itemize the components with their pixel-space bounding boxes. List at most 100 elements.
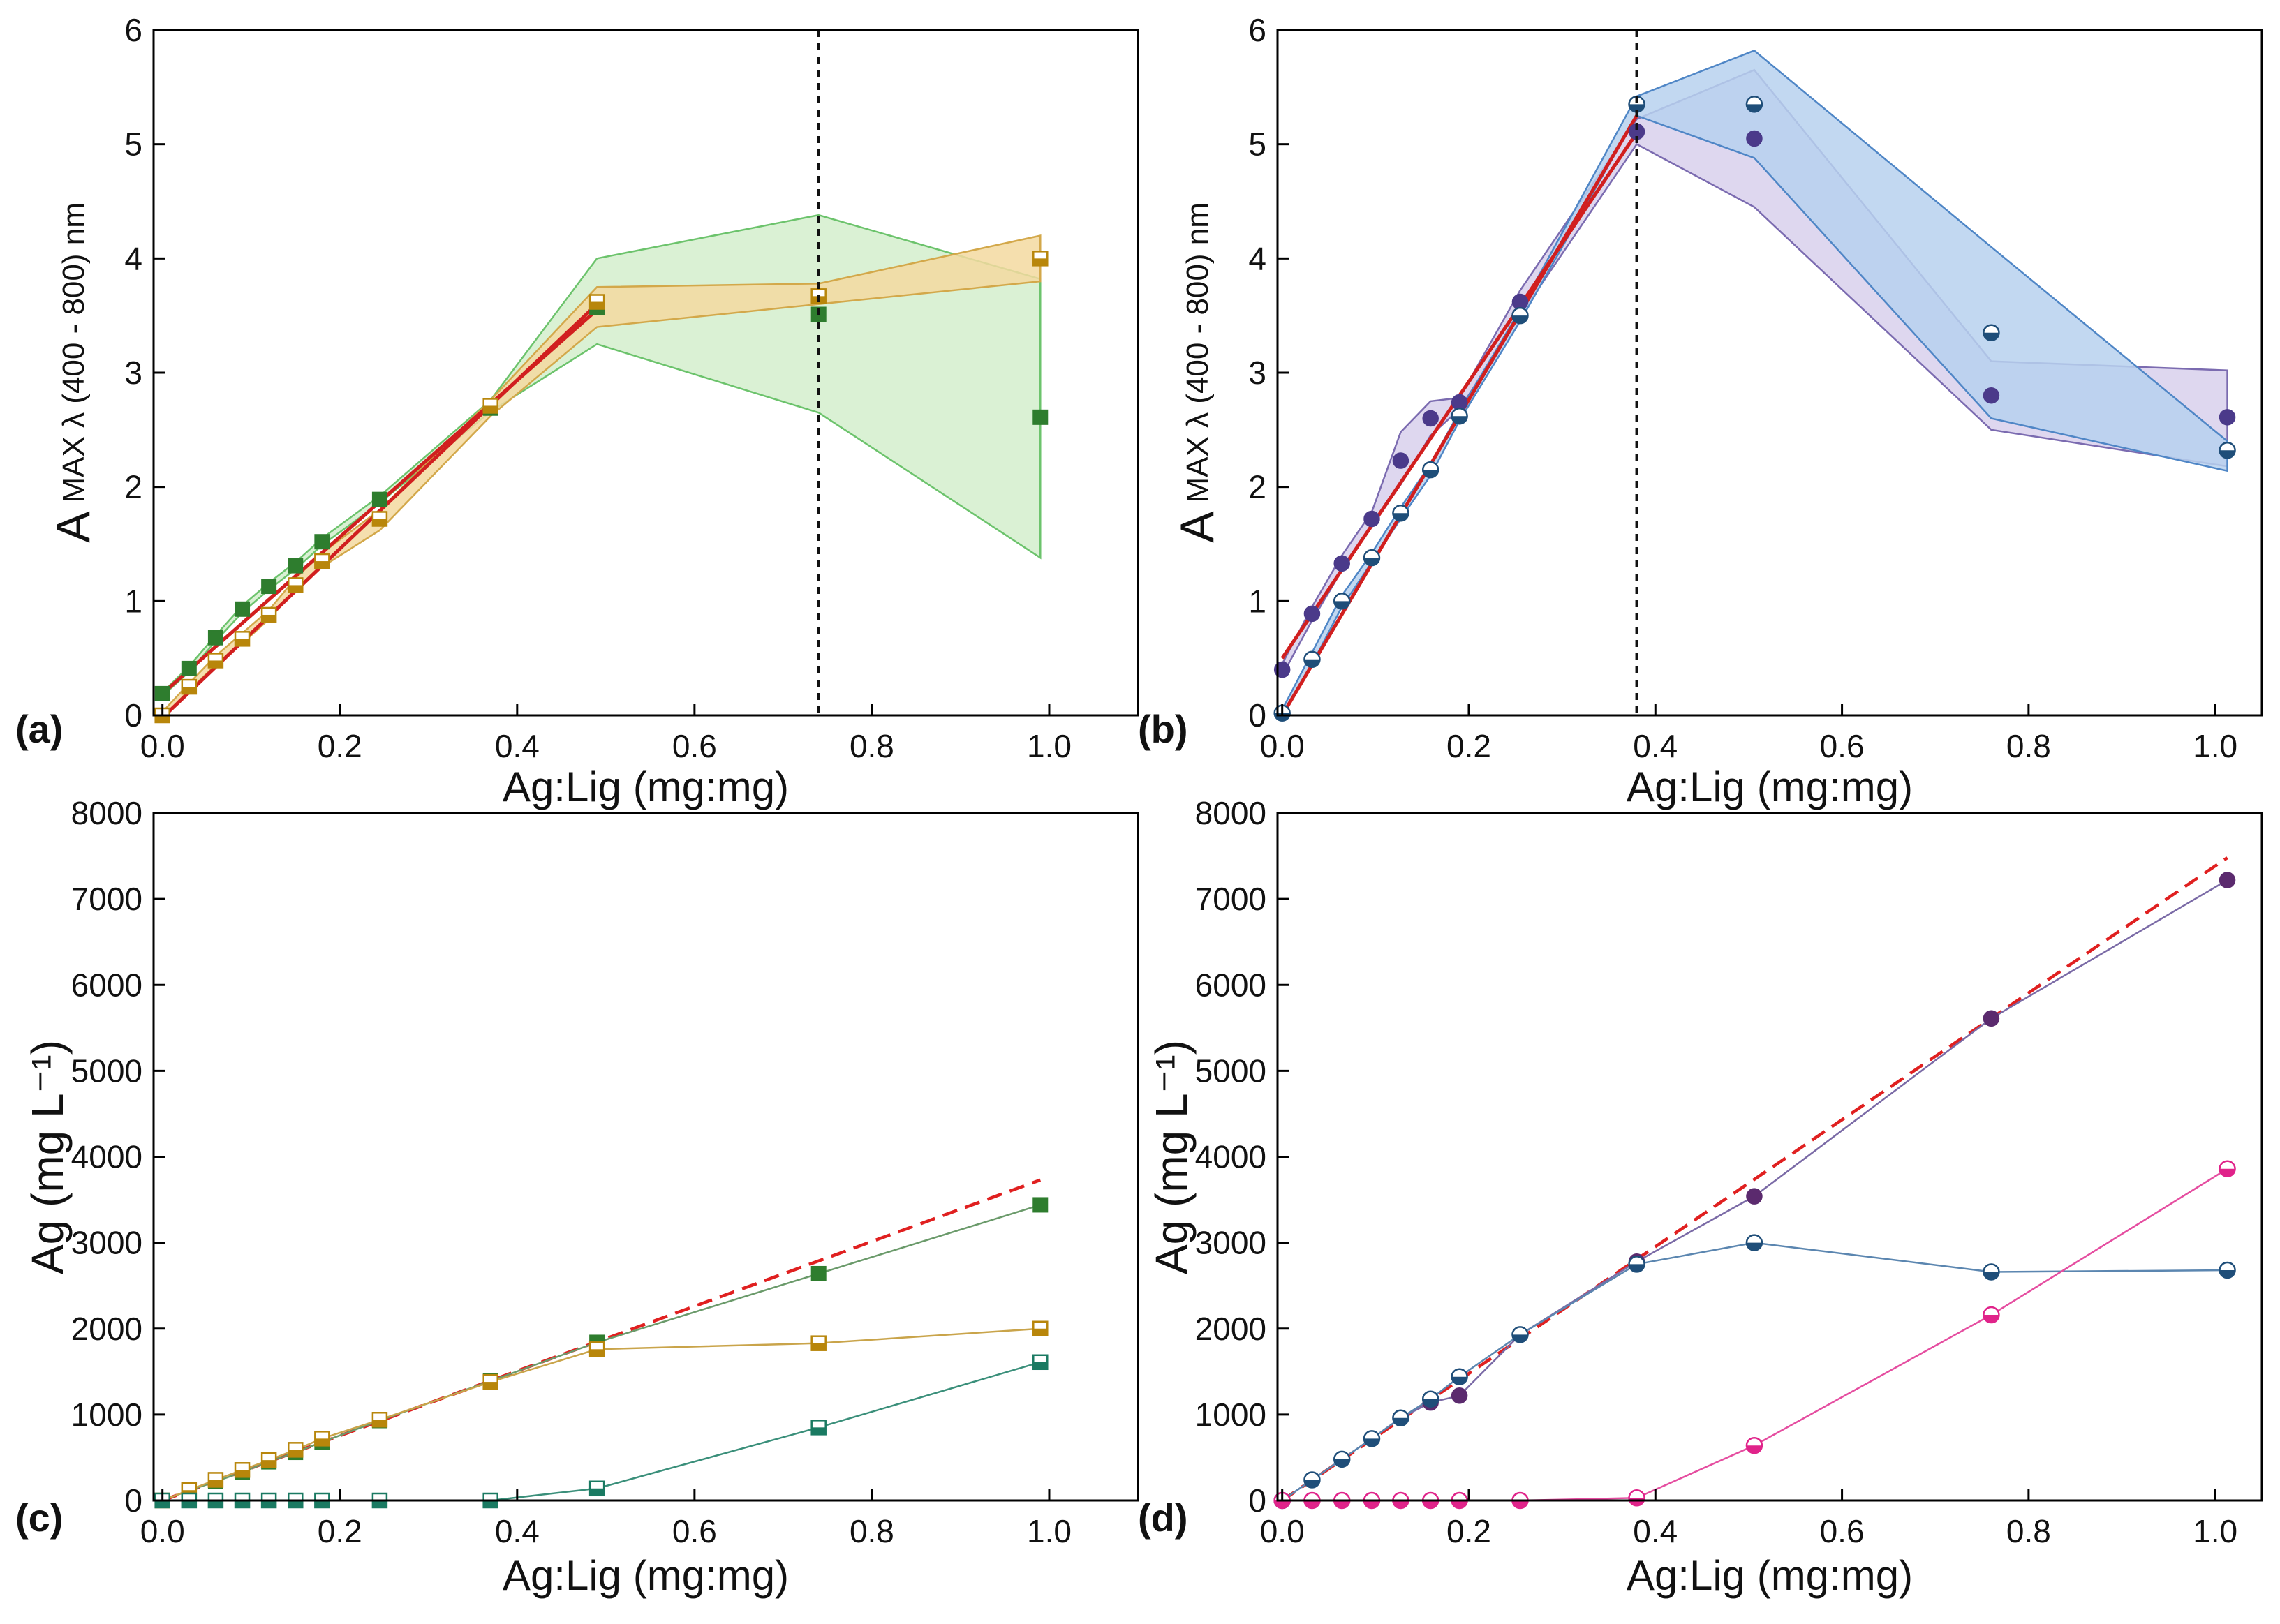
- panel-d-reference-line: [1281, 856, 2228, 1500]
- panel-d-y-axis-title: Ag (mg L⁻¹): [1146, 1040, 1197, 1274]
- panel-d-fits: [1281, 856, 2228, 1500]
- panel-d-x-tick-label-2: 0.4: [1633, 1513, 1678, 1549]
- panel-d-series-0-point-6: [1451, 1387, 1468, 1404]
- panel-d-series-0-point-10: [1983, 1010, 2000, 1027]
- panel-a-series-1-point-8: [482, 398, 498, 414]
- panel-b-axes: 0.0 0.2 0.4 0.6 0.8 1.0 0 1 2 3 4 5 6: [1248, 12, 2237, 764]
- panel-b-series-1-point-1: [1303, 650, 1321, 669]
- panel-a-y-tick-label-5: 5: [124, 126, 142, 163]
- panel-c-series-1-point-10: [810, 1335, 827, 1351]
- panel-a-series: [154, 251, 1049, 724]
- panel-d-y-tick-label-1: 1000: [1195, 1396, 1266, 1433]
- panel-d-series-1-point-2: [1333, 1450, 1351, 1468]
- panel-a-series-1-point-9: [588, 294, 605, 310]
- panel-d-series-1-point-3: [1363, 1430, 1381, 1447]
- panel-a-x-tick-label-4: 0.8: [850, 728, 894, 764]
- panel-a-label: (a): [15, 707, 63, 751]
- panel-b-series-1-point-3: [1363, 549, 1381, 567]
- panel-b-series-1-point-5: [1421, 461, 1439, 479]
- panel-d-y-tick-label-4: 4000: [1195, 1139, 1266, 1175]
- panel-b-series-0-point-10: [1983, 387, 2000, 404]
- panel-c-y-axis-title: Ag (mg L⁻¹): [22, 1040, 73, 1274]
- panel-c-y-tick-label-7: 7000: [71, 881, 142, 917]
- panel-d-series-1-point-5: [1421, 1390, 1439, 1408]
- panel-d-x-axis-title: Ag:Lig (mg:mg): [1627, 1552, 1913, 1599]
- panel-d-series-1-point-6: [1451, 1368, 1468, 1385]
- panel-d-y-tick-label-5: 5000: [1195, 1052, 1266, 1089]
- panel-b-y-tick-label-5: 5: [1248, 126, 1266, 163]
- panel-c-frame: [152, 812, 1139, 1502]
- panel-a-series-0-point-0: [154, 685, 170, 701]
- panel-c-y-tick-label-4: 4000: [71, 1139, 142, 1175]
- panel-b-series-1-point-2: [1333, 593, 1351, 610]
- panel-a-series-1-point-7: [371, 511, 388, 527]
- panel-c-x-axis-title: Ag:Lig (mg:mg): [503, 1552, 789, 1599]
- panel-b-y-tick-label-2: 2: [1248, 469, 1266, 505]
- panel-d-x-tick-label-1: 0.2: [1446, 1513, 1491, 1549]
- panel-b-x-tick-label-1: 0.2: [1446, 728, 1491, 764]
- panel-b-y-tick-label-1: 1: [1248, 583, 1266, 619]
- panel-a-y-axis-main: A: [47, 511, 100, 543]
- panel-a-series-1-point-6: [314, 553, 330, 569]
- panel-b-y-axis-sub: MAX λ (400 - 800) nm: [1180, 202, 1215, 502]
- panel-a-series-0-point-6: [314, 534, 330, 550]
- panel-b-series-0-point-11: [2219, 409, 2236, 426]
- panel-d-series-1-line: [1281, 1242, 2228, 1502]
- panel-d-series-1-point-1: [1303, 1471, 1321, 1489]
- panel-a-series-1-point-3: [234, 631, 251, 647]
- panel-a-series-0-point-2: [207, 630, 223, 646]
- panel-c-x-tick-label-5: 1.0: [1027, 1513, 1072, 1549]
- panel-d-series-1-point-4: [1392, 1409, 1409, 1427]
- panel-d-series-1-point-9: [1745, 1234, 1763, 1251]
- panel-c-series-1-point-11: [1032, 1320, 1049, 1336]
- panel-d-series-1-point-11: [2219, 1261, 2236, 1279]
- panel-d-y-tick-label-2: 2000: [1195, 1311, 1266, 1347]
- panel-a-y-axis-sub: MAX λ (400 - 800) nm: [57, 202, 91, 502]
- panel-c-x-tick-label-0: 0.0: [140, 1513, 185, 1549]
- panel-b-series: [1273, 96, 2236, 722]
- panel-a-x-tick-label-1: 0.2: [318, 728, 362, 764]
- panel-b-x-tick-label-5: 1.0: [2193, 728, 2237, 764]
- panel-a-series-0-point-7: [371, 491, 387, 507]
- panel-a-x-tick-label-5: 1.0: [1027, 728, 1072, 764]
- panel-a-x-tick-label-0: 0.0: [140, 728, 185, 764]
- panel-a-y-tick-label-6: 6: [124, 12, 142, 48]
- panel-c-y-tick-label-1: 1000: [71, 1396, 142, 1433]
- panel-c-series-1-point-6: [314, 1431, 330, 1447]
- panel-c-x-tick-label-1: 0.2: [318, 1513, 362, 1549]
- panel-a-series-0-point-1: [181, 660, 197, 676]
- panel-c-series-2-point-10: [810, 1420, 827, 1436]
- panel-a-y-tick-label-1: 1: [124, 583, 142, 619]
- panel-b-y-axis-main: A: [1171, 511, 1224, 543]
- panel-c-axes: 0.0 0.2 0.4 0.6 0.8 1.0 0 1000 2000 3000 4000 5000 6…: [71, 795, 1072, 1549]
- panel-c-series-1-point-8: [482, 1373, 498, 1390]
- panel-d-y-tick-label-7: 7000: [1195, 881, 1266, 917]
- panel-a-x-tick-label-2: 0.4: [495, 728, 540, 764]
- panel-b-x-tick-label-4: 0.8: [2006, 728, 2051, 764]
- panel-c-series-1-point-2: [207, 1472, 224, 1488]
- panel-c-series-2-line: [162, 1361, 1041, 1502]
- panel-a-axes: 0.0 0.2 0.4 0.6 0.8 1.0 0 1 2 3 4 5 6: [124, 12, 1072, 764]
- panel-b: 0.0 0.2 0.4 0.6 0.8 1.0 0 1 2 3 4 5 6 Ag:Lig (mg:mg)…: [1138, 12, 2263, 810]
- panel-a-y-tick-label-0: 0: [124, 697, 142, 733]
- panel-b-series-0-point-5: [1422, 410, 1439, 427]
- panel-a-y-tick-label-3: 3: [124, 355, 142, 391]
- panel-b-y-tick-label-4: 4: [1248, 240, 1266, 276]
- panel-a-series-0-point-5: [288, 558, 304, 574]
- panel-a-fit-line-1: [162, 302, 598, 715]
- panel-c: 0.0 0.2 0.4 0.6 0.8 1.0 0 1000 2000 3000 4000 5000 6…: [15, 795, 1139, 1599]
- panel-c-series-0-point-11: [1032, 1197, 1049, 1213]
- panel-a-fits: [161, 302, 598, 715]
- panel-a-series-1-point-2: [207, 653, 224, 669]
- panel-a-series-1-point-11: [1032, 251, 1049, 267]
- panel-a-series-0-point-4: [261, 579, 277, 595]
- panel-d-series-2-point-8: [1628, 1489, 1645, 1507]
- panel-d-series-1-point-7: [1511, 1326, 1529, 1343]
- panel-c-series-1-point-9: [588, 1341, 605, 1357]
- panel-a-y-tick-label-2: 2: [124, 469, 142, 505]
- panel-a-series-1-point-1: [181, 678, 198, 695]
- panel-b-series-1-point-10: [1983, 324, 2000, 341]
- panel-b-y-tick-label-3: 3: [1248, 355, 1266, 391]
- panel-d-y-tick-label-8: 8000: [1195, 795, 1266, 831]
